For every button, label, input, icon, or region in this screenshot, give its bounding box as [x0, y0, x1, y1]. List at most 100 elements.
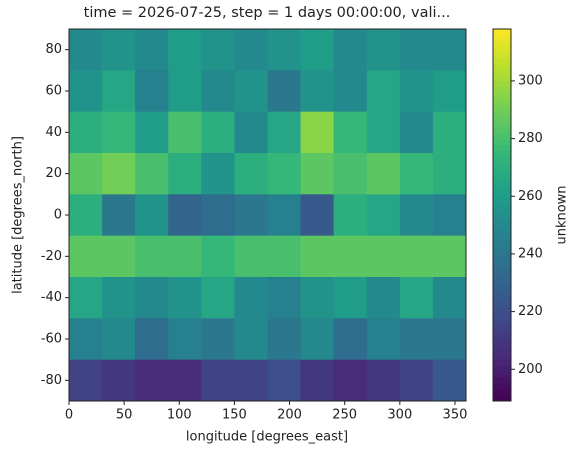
heatmap-cell [333, 277, 368, 319]
x-tick-label: 250 [332, 408, 357, 423]
colorbar-segment [493, 151, 511, 158]
heatmap-cell [432, 111, 467, 154]
colorbar-segment [493, 215, 511, 222]
colorbar-tick-label: 280 [518, 131, 543, 146]
colorbar-segment [493, 75, 511, 82]
colorbar-segment [493, 58, 511, 65]
heatmap-cell [432, 194, 467, 237]
heatmap-cell [267, 70, 302, 113]
heatmap-cell [69, 235, 103, 278]
colorbar-segment [493, 220, 511, 228]
colorbar-segment [493, 180, 511, 187]
heatmap-cell [333, 318, 368, 361]
heatmap-cell [201, 318, 235, 361]
heatmap-cell [432, 277, 467, 319]
y-tick-label: -40 [41, 290, 62, 305]
heatmap-cell [102, 359, 136, 402]
heatmap-cell [300, 29, 335, 71]
colorbar-segment [493, 371, 511, 379]
x-tick-label: 150 [222, 408, 247, 423]
colorbar-segment [493, 81, 511, 88]
heatmap-cell [69, 277, 103, 319]
heatmap-cell [135, 359, 169, 402]
x-tick-label: 0 [65, 408, 73, 423]
colorbar-segment [493, 34, 511, 42]
colorbar-tick-label: 240 [518, 246, 543, 261]
heatmap-cell [333, 70, 368, 113]
heatmap-cell [102, 111, 136, 154]
heatmap-cell [399, 318, 434, 361]
x-tick-label: 350 [443, 408, 468, 423]
heatmap-cell [69, 318, 103, 361]
heatmap-cell [201, 111, 235, 154]
colorbar-segment [493, 261, 511, 268]
colorbar-segment [493, 29, 511, 36]
heatmap-cell [399, 235, 434, 278]
heatmap-cell [399, 359, 434, 402]
colorbar-segment [493, 122, 511, 129]
colorbar-segment [493, 337, 511, 344]
y-tick-label: -60 [41, 332, 62, 347]
colorbar-tick-label: 220 [518, 304, 543, 319]
colorbar-segment [493, 325, 511, 332]
heatmap-cell [69, 153, 103, 195]
colorbar-segment [493, 360, 511, 367]
heatmap-cell [69, 111, 103, 154]
heatmap-cell [300, 318, 335, 361]
colorbar-segment [493, 46, 511, 53]
heatmap-cell [168, 29, 202, 71]
heatmap-cell [168, 111, 202, 154]
colorbar-segment [493, 296, 511, 303]
heatmap-cell [300, 111, 335, 154]
heatmap-cell [69, 194, 103, 237]
heatmap-cell [135, 194, 169, 237]
colorbar-segment [493, 342, 511, 350]
heatmap-cell [168, 277, 202, 319]
heatmap-cell [102, 318, 136, 361]
heatmap-cell [201, 194, 235, 237]
heatmap-cell [102, 235, 136, 278]
colorbar-segment [493, 98, 511, 106]
heatmap-cell [168, 70, 202, 113]
colorbar-segment [493, 249, 511, 257]
heatmap-cell [267, 29, 302, 71]
heatmap-cell [201, 29, 235, 71]
heatmap-cell [399, 194, 434, 237]
colorbar-segment [493, 191, 511, 199]
colorbar-segment [493, 366, 511, 373]
heatmap-cell [135, 235, 169, 278]
heatmap-cell [333, 359, 368, 402]
heatmap-cell [168, 194, 202, 237]
x-tick-label: 300 [387, 408, 412, 423]
colorbar-segment [493, 226, 511, 233]
colorbar-segment [493, 273, 511, 280]
colorbar-segment [493, 232, 511, 239]
heatmap-cell [300, 153, 335, 195]
colorbar-segment [493, 238, 511, 245]
heatmap-cell [399, 277, 434, 319]
colorbar-segment [493, 244, 511, 251]
heatmap-cell [234, 277, 268, 319]
colorbar-segment [493, 168, 511, 175]
heatmap-cell [366, 277, 401, 319]
heatmap-cell [366, 359, 401, 402]
heatmap-cell [366, 70, 401, 113]
heatmap-cell [102, 194, 136, 237]
heatmap-cell [432, 153, 467, 195]
heatmap-cell [135, 111, 169, 154]
heatmap-cell [300, 277, 335, 319]
heatmap-cell [300, 70, 335, 113]
heatmap-cell [135, 70, 169, 113]
heatmap-cell [267, 194, 302, 237]
heatmap-cell [267, 153, 302, 195]
colorbar-segment [493, 110, 511, 117]
heatmap-cell [234, 29, 268, 71]
heatmap-cell [168, 153, 202, 195]
colorbar-segment [493, 290, 511, 297]
colorbar-segment [493, 127, 511, 135]
colorbar-tick-label: 200 [518, 362, 543, 377]
colorbar-segment [493, 133, 511, 140]
heatmap-cell [234, 111, 268, 154]
heatmap-cell [234, 194, 268, 237]
